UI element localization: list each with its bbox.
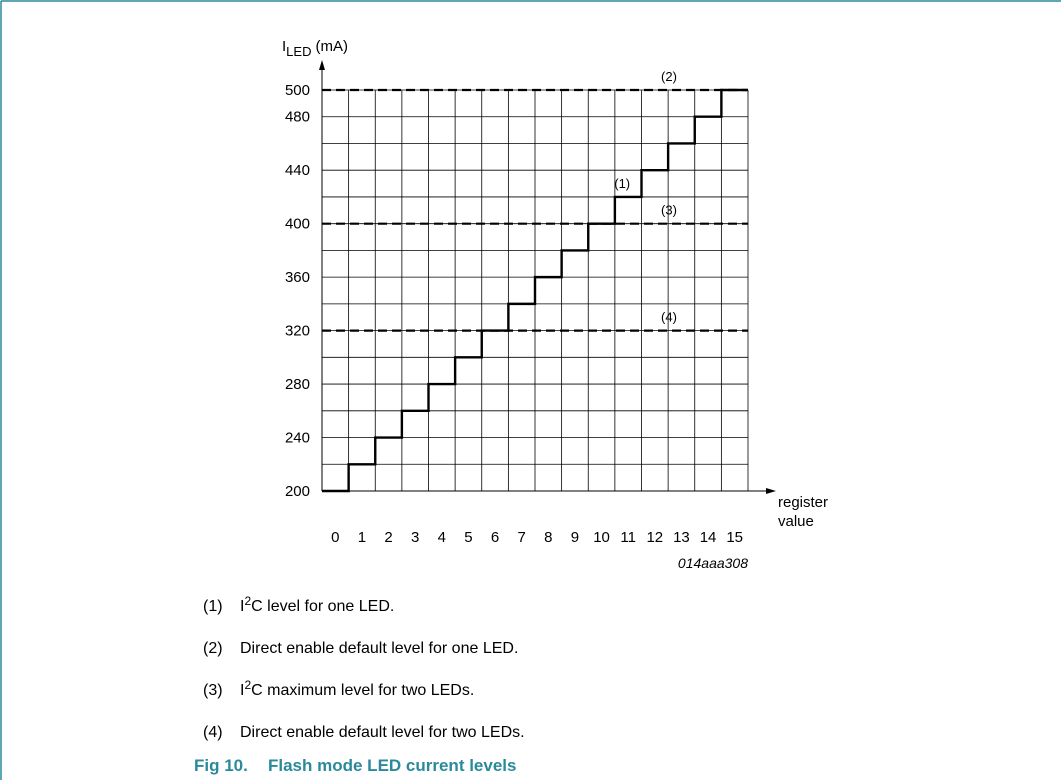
y-tick-label: 280 xyxy=(285,376,310,393)
y-axis-label: ILED (mA) xyxy=(282,38,348,59)
y-tick-label: 480 xyxy=(285,109,310,126)
y-label-unit: (mA) xyxy=(315,38,348,55)
note-sup: 2 xyxy=(244,678,251,692)
annotation: (1) xyxy=(614,176,630,191)
x-tick-label: 6 xyxy=(491,529,499,546)
x-tick-label: 2 xyxy=(384,529,392,546)
x-tick-label: 3 xyxy=(411,529,419,546)
note-marker: (4) xyxy=(203,724,223,741)
x-tick-label: 9 xyxy=(571,529,579,546)
y-tick-label: 200 xyxy=(285,483,310,500)
y-tick-label: 360 xyxy=(285,269,310,286)
x-tick-label: 11 xyxy=(620,529,636,546)
x-axis-label: value xyxy=(778,513,814,530)
x-axis-arrow xyxy=(766,488,776,494)
note-text: Direct enable default level for two LEDs… xyxy=(240,724,525,741)
x-tick-label: 1 xyxy=(358,529,366,546)
y-tick-label: 320 xyxy=(285,323,310,340)
x-axis-label: register xyxy=(778,494,828,511)
note-text: Direct enable default level for one LED. xyxy=(240,640,518,657)
note-part: I xyxy=(240,682,244,699)
y-tick-label: 440 xyxy=(285,162,310,179)
y-label-main: I xyxy=(282,38,286,55)
note-marker: (3) xyxy=(203,682,223,699)
notes: (1) I2C level for one LED. (2) Direct en… xyxy=(203,594,525,741)
caption-number: Fig 10. xyxy=(194,756,248,775)
note-sup: 2 xyxy=(244,594,251,608)
reference-label: (4) xyxy=(661,310,677,325)
note-text: I2C level for one LED. xyxy=(240,594,394,615)
x-tick-label: 0 xyxy=(331,529,339,546)
x-tick-label: 5 xyxy=(464,529,472,546)
x-tick-label: 13 xyxy=(673,529,690,546)
x-tick-label: 10 xyxy=(593,529,610,546)
step-line xyxy=(322,88,748,493)
note-part: C level for one LED. xyxy=(251,598,394,615)
note-part: C maximum level for two LEDs. xyxy=(251,682,474,699)
y-label-sub: LED xyxy=(286,44,311,59)
note-marker: (1) xyxy=(203,598,223,615)
y-tick-label: 500 xyxy=(285,82,310,99)
y-axis-arrow xyxy=(319,60,325,70)
x-tick-label: 4 xyxy=(438,529,446,546)
note-part: I xyxy=(240,598,244,615)
y-tick-label: 400 xyxy=(285,216,310,233)
x-tick-label: 15 xyxy=(726,529,743,546)
figure-id: 014aaa308 xyxy=(678,555,748,571)
x-tick-label: 12 xyxy=(646,529,663,546)
x-tick-label: 14 xyxy=(700,529,717,546)
note-marker: (2) xyxy=(203,640,223,657)
reference-label: (3) xyxy=(661,203,677,218)
y-tick-label: 240 xyxy=(285,430,310,447)
x-tick-label: 8 xyxy=(544,529,552,546)
x-tick-label: 7 xyxy=(518,529,526,546)
caption-title: Flash mode LED current levels xyxy=(268,756,516,775)
reference-label: (2) xyxy=(661,69,677,84)
note-text: I2C maximum level for two LEDs. xyxy=(240,678,474,699)
